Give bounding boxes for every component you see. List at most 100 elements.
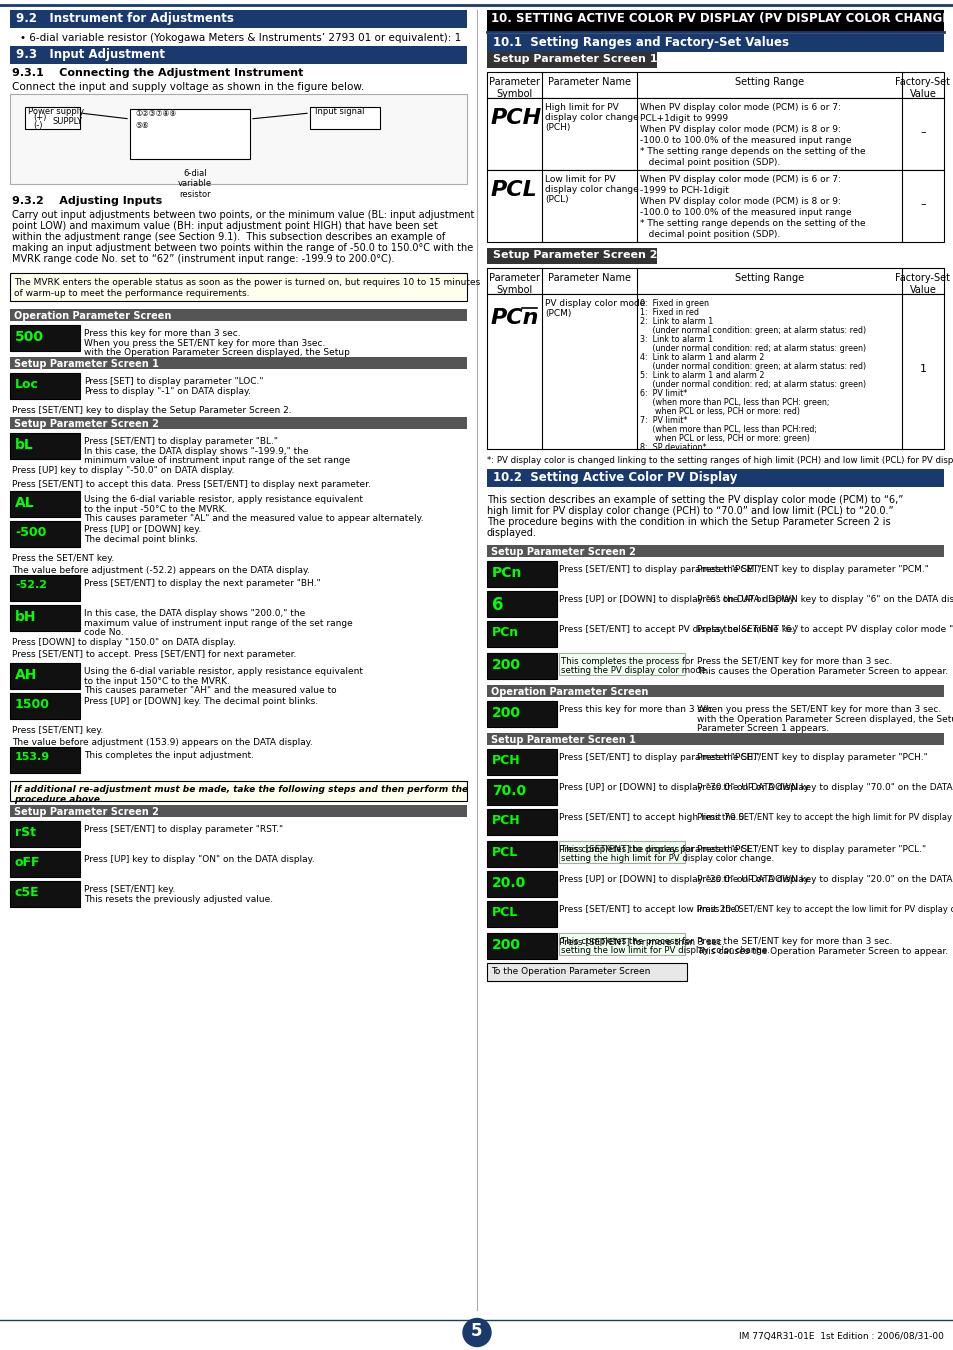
Text: 500: 500 [15, 329, 44, 344]
Bar [10, 747, 80, 774]
Text: 9.3.2    Adjusting Inputs: 9.3.2 Adjusting Inputs [12, 196, 162, 207]
Text: PCH: PCH [492, 814, 520, 828]
Text: Press the UP or DOWN key to display "20.0" on the DATA display.: Press the UP or DOWN key to display "20.… [697, 875, 953, 884]
Bar [10, 433, 80, 459]
Bar [486, 468, 943, 487]
Text: * The setting range depends on the setting of the: * The setting range depends on the setti… [639, 147, 864, 157]
Text: with the Operation Parameter Screen displayed, the Setup: with the Operation Parameter Screen disp… [697, 716, 953, 724]
Bar [10, 95, 467, 184]
Text: display color change: display color change [544, 113, 639, 122]
Bar [10, 605, 80, 630]
Text: Press [UP] or [DOWN] key.: Press [UP] or [DOWN] key. [84, 525, 201, 535]
Text: This causes the Operation Parameter Screen to appear.: This causes the Operation Parameter Scre… [697, 946, 947, 956]
Text: Press the SET/ENT key to display parameter "PCM.": Press the SET/ENT key to display paramet… [697, 566, 928, 574]
Bar [130, 109, 250, 159]
Text: Press [SET/ENT] to accept low limit 20.0.: Press [SET/ENT] to accept low limit 20.0… [558, 904, 741, 914]
Bar [10, 46, 467, 63]
Text: Press the SET/ENT key to display parameter "PCH.": Press the SET/ENT key to display paramet… [697, 753, 926, 761]
Text: 8:  SP deviation*: 8: SP deviation* [639, 443, 706, 452]
Bar [486, 963, 686, 981]
Text: 70.0: 70.0 [492, 784, 525, 798]
Text: 10.1  Setting Ranges and Factory-Set Values: 10.1 Setting Ranges and Factory-Set Valu… [493, 36, 788, 49]
Text: [SET] to display parameter "LOC.": [SET] to display parameter "LOC." [110, 377, 263, 386]
Text: PV display color mode: PV display color mode [544, 298, 644, 308]
Text: Power supply: Power supply [28, 107, 84, 116]
Text: The decimal point blinks.: The decimal point blinks. [84, 535, 198, 544]
Text: Press the SET/ENT key for more than 3 sec.: Press the SET/ENT key for more than 3 se… [697, 657, 891, 666]
Text: 10.2  Setting Active Color PV Display: 10.2 Setting Active Color PV Display [493, 471, 737, 485]
Circle shape [462, 1319, 491, 1346]
Text: to display "-1" on DATA display.: to display "-1" on DATA display. [110, 387, 251, 396]
Text: minimum value of instrument input range of the set range: minimum value of instrument input range … [84, 456, 350, 464]
Text: Press [SET/ENT] to accept PV display color mode "6.": Press [SET/ENT] to accept PV display col… [558, 625, 798, 634]
Text: 5: 5 [471, 1322, 482, 1339]
Text: 2:  Link to alarm 1: 2: Link to alarm 1 [639, 317, 713, 325]
Text: Press the SET/ENT key.: Press the SET/ENT key. [12, 554, 114, 563]
Bar [486, 779, 557, 805]
Text: PCH: PCH [492, 755, 520, 767]
Text: rSt: rSt [15, 826, 36, 838]
Text: (under normal condition: green; at alarm status: red): (under normal condition: green; at alarm… [639, 325, 865, 335]
Bar [10, 805, 467, 817]
Text: 1:  Fixed in red: 1: Fixed in red [639, 308, 699, 317]
Text: Setup Parameter Screen 1: Setup Parameter Screen 1 [493, 54, 657, 63]
Text: (when more than PCL, less than PCH:red;: (when more than PCL, less than PCH:red; [639, 425, 816, 433]
Bar [486, 248, 657, 265]
Text: point LOW) and maximum value (BH: input adjustment point HIGH) that have been se: point LOW) and maximum value (BH: input … [12, 221, 437, 231]
Text: Press [SET/ENT] to display parameter "PCM.": Press [SET/ENT] to display parameter "PC… [558, 566, 760, 574]
Text: * The setting range depends on the setting of the: * The setting range depends on the setti… [639, 219, 864, 228]
Text: Press [SET/ENT] to display parameter "BL.": Press [SET/ENT] to display parameter "BL… [84, 437, 277, 446]
Bar [10, 575, 80, 601]
Text: displayed.: displayed. [486, 528, 537, 539]
Text: 3:  Link to alarm 1: 3: Link to alarm 1 [639, 335, 713, 344]
Text: 153.9: 153.9 [15, 752, 51, 761]
Text: 0:  Fixed in green: 0: Fixed in green [639, 298, 708, 308]
Text: -1999 to PCH-1digit: -1999 to PCH-1digit [639, 186, 728, 194]
Text: 10. SETTING ACTIVE COLOR PV DISPLAY (PV DISPLAY COLOR CHANGING FUNCTION): 10. SETTING ACTIVE COLOR PV DISPLAY (PV … [491, 12, 953, 26]
Text: display color change: display color change [544, 185, 639, 194]
Text: (under normal condition: red; at alarm status: green): (under normal condition: red; at alarm s… [639, 344, 865, 352]
Text: MVRK range code No. set to “62” (instrument input range: -199.9 to 200.0°C).: MVRK range code No. set to “62” (instrum… [12, 254, 395, 265]
Text: 6-dial
variable
resistor: 6-dial variable resistor [178, 169, 212, 198]
Text: Press [UP] key to display "-50.0" on DATA display.: Press [UP] key to display "-50.0" on DAT… [12, 466, 234, 475]
Text: bH: bH [15, 610, 36, 624]
Text: This causes parameter "AL" and the measured value to appear alternately.: This causes parameter "AL" and the measu… [84, 514, 423, 522]
Text: Press [SET/ENT] for more than 3 sec.: Press [SET/ENT] for more than 3 sec. [558, 937, 724, 946]
Bar [486, 933, 557, 958]
Bar [486, 269, 943, 294]
Bar [10, 273, 467, 301]
Bar [486, 900, 557, 927]
Bar [10, 663, 80, 688]
Text: AL: AL [15, 495, 34, 510]
Bar [10, 309, 467, 321]
Bar [10, 821, 80, 846]
Text: Setting Range: Setting Range [734, 273, 803, 284]
Text: Press [UP] or [DOWN] to display "20.0" on DATA display.: Press [UP] or [DOWN] to display "20.0" o… [558, 875, 810, 884]
Text: The value before adjustment (-52.2) appears on the DATA display.: The value before adjustment (-52.2) appe… [12, 566, 310, 575]
Bar [25, 107, 80, 130]
Bar [486, 294, 943, 450]
Text: (PCM): (PCM) [544, 309, 571, 319]
Text: Press: Press [84, 377, 108, 386]
Text: 200: 200 [492, 938, 520, 952]
Bar [486, 53, 657, 68]
Text: making an input adjustment between two points within the range of -50.0 to 150.0: making an input adjustment between two p… [12, 243, 473, 252]
Text: to the input 150°C to the MVRK.: to the input 150°C to the MVRK. [84, 676, 230, 686]
Text: Press [SET/ENT] to display parameter "RST.": Press [SET/ENT] to display parameter "RS… [84, 825, 283, 834]
Text: When PV display color mode (PCM) is 8 or 9:: When PV display color mode (PCM) is 8 or… [639, 126, 840, 134]
Text: (-): (-) [33, 122, 43, 130]
Text: maximum value of instrument input range of the set range: maximum value of instrument input range … [84, 620, 353, 628]
Text: Press [SET/ENT] to display parameter "PCH.": Press [SET/ENT] to display parameter "PC… [558, 753, 760, 761]
Text: Press [SET/ENT] key.: Press [SET/ENT] key. [84, 886, 175, 894]
Text: 6: 6 [492, 595, 503, 614]
Text: procedure above.: procedure above. [14, 795, 103, 805]
Text: This completes the input adjustment.: This completes the input adjustment. [84, 751, 253, 760]
Text: Press [SET/ENT] to accept high limit 70.0.: Press [SET/ENT] to accept high limit 70.… [558, 813, 746, 822]
Bar [10, 693, 80, 720]
Bar [486, 170, 943, 242]
Bar [486, 545, 943, 558]
Text: Setup Parameter Screen 1: Setup Parameter Screen 1 [491, 734, 636, 745]
Text: when PCL or less, PCH or more: red): when PCL or less, PCH or more: red) [639, 406, 800, 416]
Text: Press [UP] or [DOWN] to display "70.0" on DATA display.: Press [UP] or [DOWN] to display "70.0" o… [558, 783, 810, 792]
Bar [486, 34, 943, 53]
